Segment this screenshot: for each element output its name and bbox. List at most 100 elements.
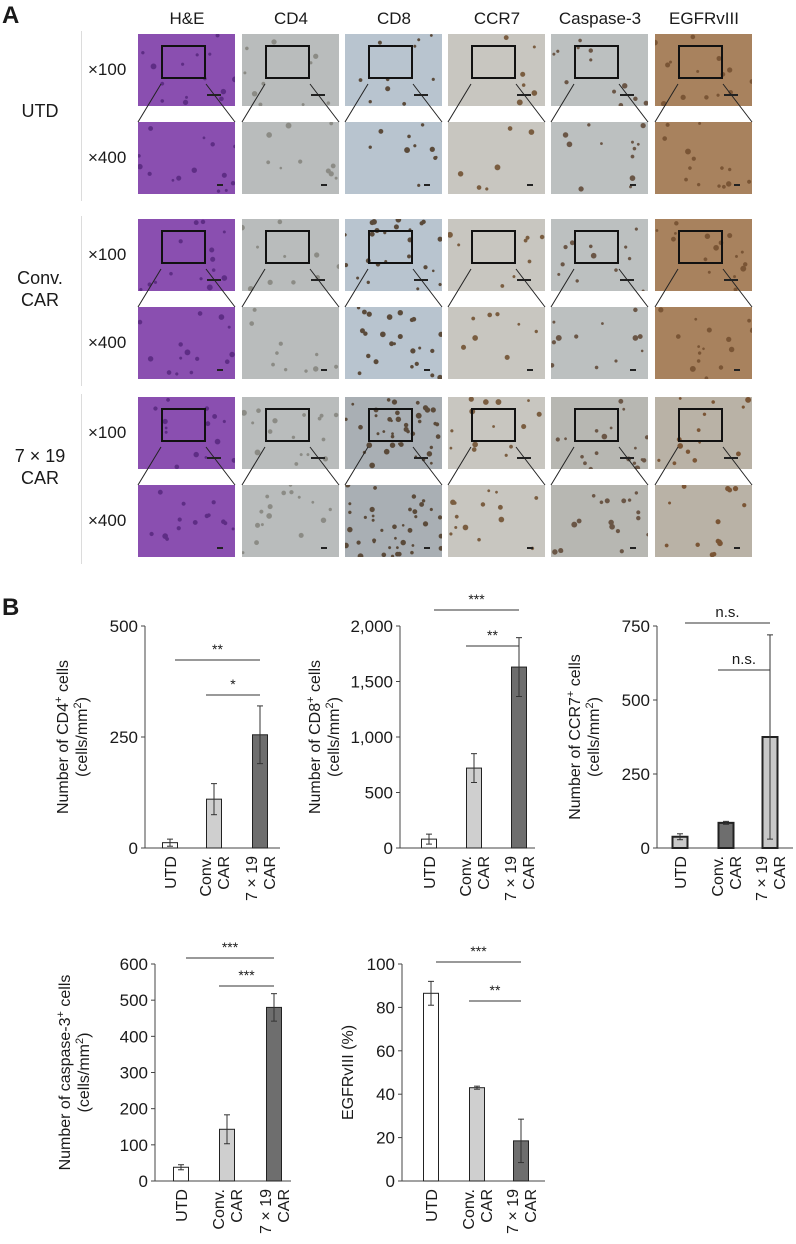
zoom-region-box	[265, 230, 310, 264]
scale-bar	[630, 547, 636, 549]
zoom-connector-lines	[550, 446, 649, 486]
micrograph-cd4-x100	[242, 219, 339, 291]
zoom-connector-lines	[447, 446, 546, 486]
scale-bar	[424, 184, 430, 186]
zoom-connector-lines	[344, 83, 443, 123]
micrograph-cd8-x400	[345, 122, 442, 194]
scale-bar	[321, 547, 327, 549]
y-tick-label: 20	[376, 1129, 395, 1148]
y-tick-label: 80	[376, 998, 395, 1017]
zoom-region-box	[265, 408, 310, 442]
zoom-region-box	[471, 45, 516, 79]
zoom-region-box	[678, 230, 723, 264]
zoom-connector-lines	[344, 268, 443, 308]
bar-utd	[423, 992, 439, 1182]
category-label: Conv.CAR	[710, 856, 745, 897]
category-label: Conv.CAR	[461, 1189, 496, 1230]
zoom-connector-lines	[447, 268, 546, 308]
micrograph-cd8-x100	[345, 34, 442, 106]
panel-a-letter: A	[2, 2, 20, 29]
micrograph-caspase-3-x400	[551, 485, 648, 557]
significance-label: **	[487, 627, 498, 643]
zoom-connector-lines	[137, 446, 236, 486]
column-header-h-e: H&E	[169, 9, 205, 28]
category-label: 7 × 19CAR	[244, 856, 279, 901]
category-label: Conv.CAR	[211, 1189, 246, 1230]
category-label: Conv.CAR	[458, 856, 493, 897]
significance-label: n.s.	[732, 651, 756, 668]
micrograph-ccr7-x100	[448, 397, 545, 469]
y-tick-label: 200	[120, 1100, 148, 1119]
column-header-ccr7: CCR7	[473, 9, 521, 28]
magnification-label-400: ×400	[88, 333, 127, 352]
zoom-connector-lines	[447, 83, 546, 123]
micrograph-cd4-x400	[242, 122, 339, 194]
micrograph-ccr7-x100	[448, 219, 545, 291]
micrograph-egfrviii-x100	[655, 219, 752, 291]
zoom-connector-lines	[654, 83, 753, 123]
zoom-region-box	[265, 45, 310, 79]
micrograph-h-e-x400	[138, 122, 235, 194]
micrograph-egfrviii-x400	[655, 122, 752, 194]
micrograph-caspase-3-x100	[551, 219, 648, 291]
magnification-label-400: ×400	[88, 148, 127, 167]
scale-bar	[217, 547, 223, 549]
y-axis-label: EGFRvIII (%)	[340, 1025, 357, 1120]
zoom-region-box	[161, 408, 206, 442]
y-tick-label: 2,000	[350, 617, 393, 636]
y-axis-label: Number of CD8+ cells(cells/mm2)	[305, 660, 343, 814]
zoom-region-box	[368, 408, 413, 442]
y-tick-label: 0	[641, 839, 650, 858]
zoom-region-box	[161, 45, 206, 79]
y-tick-label: 1,500	[350, 673, 393, 692]
zoom-connector-lines	[550, 268, 649, 308]
magnification-label-100: ×100	[88, 60, 127, 79]
micrograph-cd4-x100	[242, 34, 339, 106]
y-tick-label: 0	[129, 839, 138, 858]
row-separator-line	[81, 31, 82, 201]
chart-4: 0 100 200 300 400 500 600 Number of caspase-3+ …	[55, 939, 293, 1234]
category-label: UTD	[673, 856, 690, 889]
zoom-connector-lines	[137, 83, 236, 123]
scale-bar	[734, 547, 740, 549]
significance-label: **	[212, 641, 223, 657]
micrograph-caspase-3-x100	[551, 397, 648, 469]
scale-bar	[527, 184, 533, 186]
magnification-label-100: ×100	[88, 245, 127, 264]
scale-bar	[217, 369, 223, 371]
zoom-region-box	[368, 230, 413, 264]
zoom-region-box	[471, 230, 516, 264]
zoom-region-box	[161, 230, 206, 264]
significance-label: **	[490, 982, 501, 998]
micrograph-h-e-x400	[138, 485, 235, 557]
micrograph-egfrviii-x400	[655, 485, 752, 557]
row-label-group: 7 × 19 CAR	[14, 446, 66, 488]
row-separator-line	[81, 394, 82, 564]
micrograph-caspase-3-x400	[551, 307, 648, 379]
scale-bar	[734, 184, 740, 186]
zoom-region-box	[678, 408, 723, 442]
micrograph-caspase-3-x400	[551, 122, 648, 194]
column-header-caspase-3: Caspase-3	[558, 9, 642, 28]
row-label-group: Conv. CAR	[17, 268, 63, 310]
zoom-region-box	[574, 230, 619, 264]
zoom-region-box	[574, 45, 619, 79]
panel-b-letter: B	[2, 594, 20, 621]
y-tick-label: 0	[384, 839, 393, 858]
y-tick-label: 600	[120, 955, 148, 974]
y-tick-label: 100	[367, 955, 395, 974]
y-tick-label: 1,000	[350, 728, 393, 747]
y-axis-label: Number of caspase-3+ cells(cells/mm2)	[55, 975, 93, 1171]
micrograph-egfrviii-x400	[655, 307, 752, 379]
significance-label: ***	[238, 967, 255, 983]
y-tick-label: 300	[120, 1064, 148, 1083]
micrograph-h-e-x400	[138, 307, 235, 379]
y-tick-label: 250	[622, 765, 650, 784]
zoom-connector-lines	[550, 83, 649, 123]
category-label: UTD	[174, 1189, 191, 1222]
micrograph-ccr7-x100	[448, 34, 545, 106]
significance-label: ***	[470, 943, 487, 959]
zoom-region-box	[678, 45, 723, 79]
zoom-connector-lines	[344, 446, 443, 486]
